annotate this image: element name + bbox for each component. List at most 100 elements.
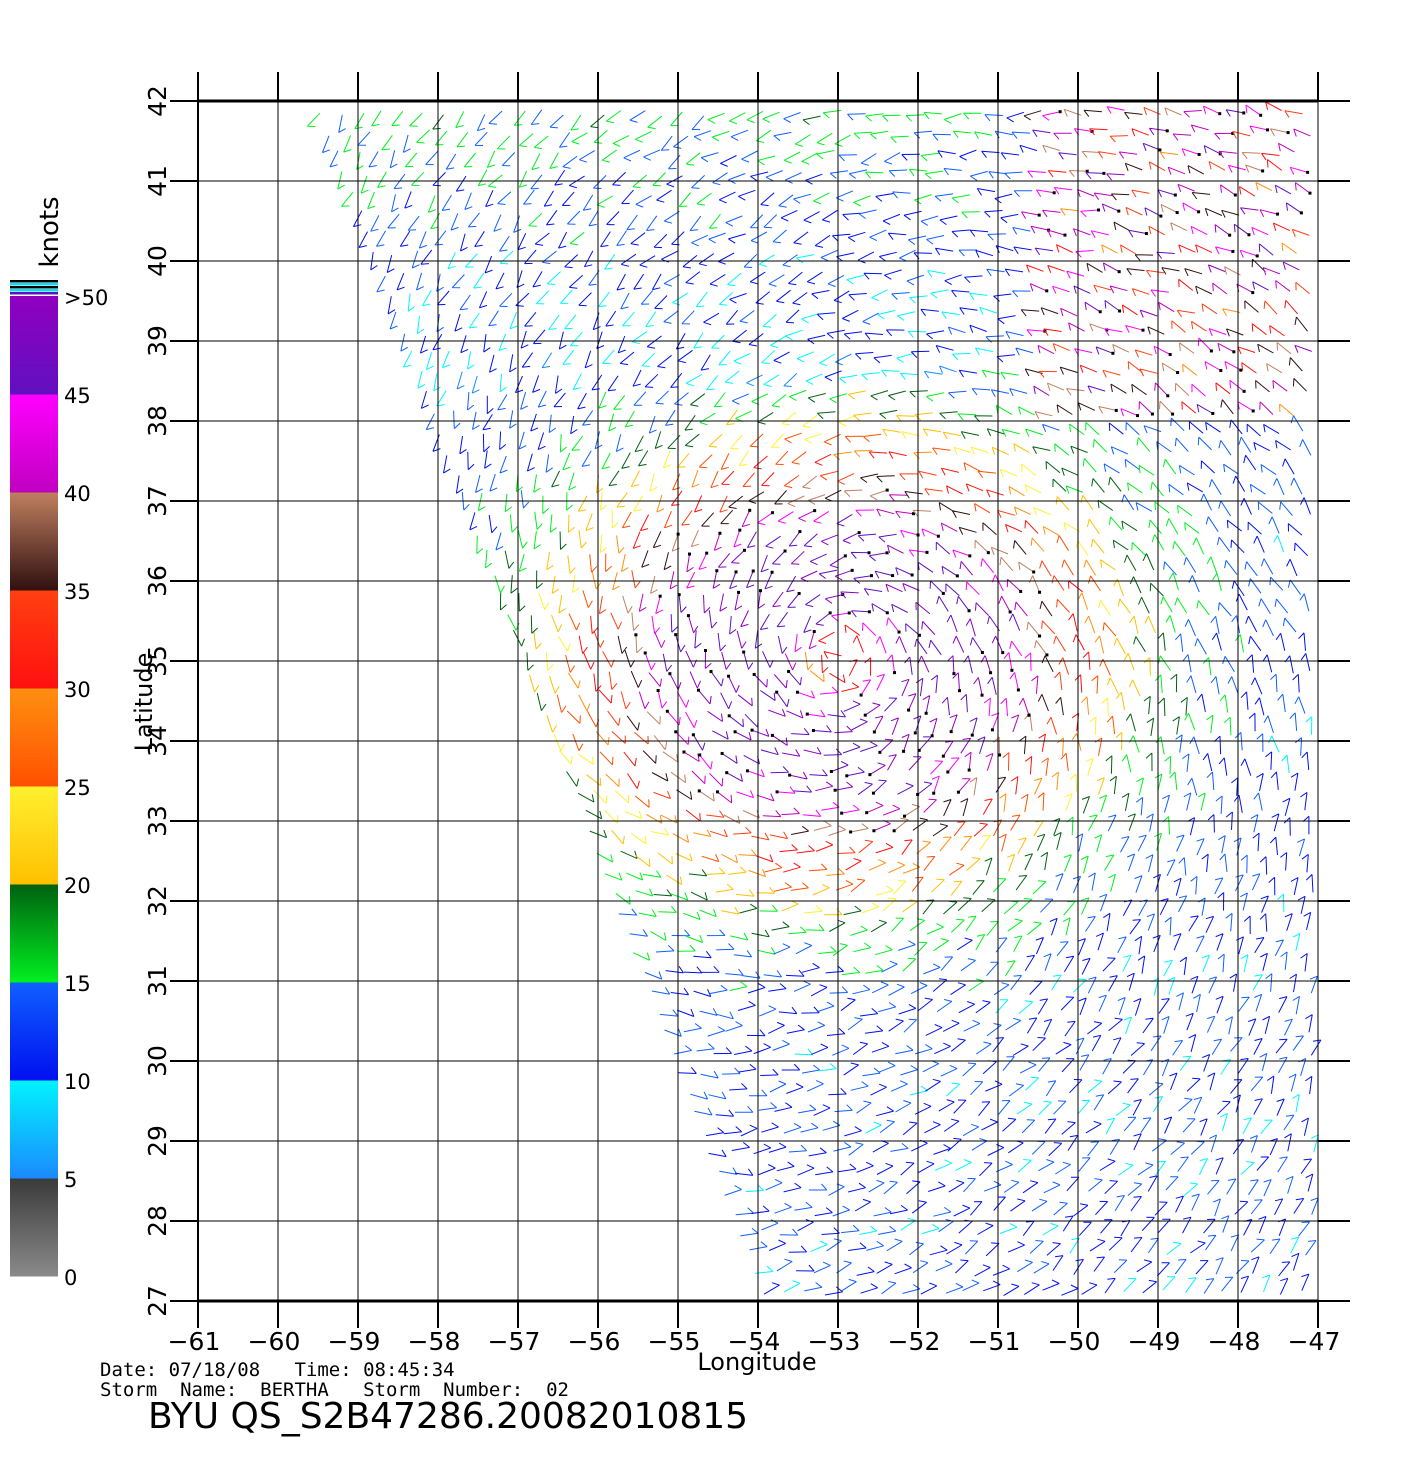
barb-dot xyxy=(955,574,959,578)
wind-barb xyxy=(863,588,883,596)
barb-dot xyxy=(1165,129,1169,133)
wind-barb xyxy=(1220,1112,1228,1131)
wind-barb xyxy=(900,372,919,380)
wind-barb xyxy=(1113,221,1131,232)
wind-barb xyxy=(862,1067,881,1077)
wind-barb xyxy=(1091,538,1105,554)
barb-dot xyxy=(734,570,738,574)
wind-barb xyxy=(528,212,543,227)
wind-barb xyxy=(1051,771,1059,791)
wind-barb xyxy=(973,677,983,696)
wind-barb xyxy=(906,274,925,286)
wind-barb xyxy=(1046,716,1058,735)
barb-dot xyxy=(797,592,801,596)
legend-band-0 xyxy=(10,1178,58,1277)
wind-barb xyxy=(946,485,963,495)
wind-barb xyxy=(360,176,369,194)
wind-barb xyxy=(467,351,475,370)
wind-barb xyxy=(1099,658,1111,676)
wind-barb xyxy=(888,1018,904,1032)
wind-barb xyxy=(1106,677,1119,695)
barb-dot xyxy=(682,750,686,754)
barb-dot xyxy=(878,750,882,754)
wind-barb xyxy=(1105,1117,1116,1135)
wind-barb xyxy=(718,292,734,306)
wind-barb xyxy=(1060,307,1078,317)
wind-barb xyxy=(1042,209,1061,218)
wind-barb xyxy=(1080,209,1099,218)
wind-barb xyxy=(939,411,958,420)
wind-barb xyxy=(948,862,965,876)
wind-barb xyxy=(969,717,978,736)
wind-barb xyxy=(911,1200,927,1214)
wind-barb xyxy=(1147,1175,1158,1192)
wind-barb xyxy=(1212,573,1222,592)
wind-barb xyxy=(1253,441,1271,452)
wind-barb xyxy=(1263,300,1278,315)
wind-barb xyxy=(796,845,815,854)
wind-barb xyxy=(703,312,720,326)
wind-barb xyxy=(784,653,797,671)
wind-barb xyxy=(1201,303,1218,315)
wind-barb xyxy=(762,810,782,818)
wind-barb xyxy=(484,255,493,274)
wind-barb xyxy=(951,510,971,518)
wind-barb xyxy=(1310,1197,1319,1215)
wind-barb xyxy=(1109,1138,1121,1155)
wind-barb xyxy=(1007,1241,1025,1253)
wind-barb xyxy=(655,944,675,953)
wind-barb xyxy=(1019,1061,1037,1074)
wind-barb xyxy=(882,213,901,225)
wind-barb xyxy=(1278,1218,1287,1236)
wind-barb xyxy=(860,153,877,166)
wind-barb xyxy=(1116,691,1126,711)
wind-barb xyxy=(806,271,823,285)
wind-barb xyxy=(909,1241,924,1256)
wind-barb xyxy=(1249,483,1266,495)
wind-barb xyxy=(781,1063,801,1071)
wind-barb xyxy=(577,392,587,410)
wind-barb xyxy=(606,110,622,124)
wind-barb xyxy=(958,778,971,793)
wind-barb xyxy=(1113,578,1124,597)
wind-barb xyxy=(728,675,740,693)
wind-barb xyxy=(590,114,605,129)
wind-barb xyxy=(703,594,711,614)
wind-barb xyxy=(1287,523,1303,536)
wind-barb xyxy=(518,553,527,572)
wind-barb xyxy=(1190,124,1209,133)
wind-barb xyxy=(610,612,622,630)
wind-barb xyxy=(1181,148,1200,157)
wind-barb xyxy=(756,793,775,802)
wind-barb xyxy=(1260,558,1274,575)
wind-barb xyxy=(719,495,728,513)
wind-barb xyxy=(1034,247,1054,256)
wind-barb xyxy=(764,862,783,873)
wind-barb xyxy=(1038,370,1057,378)
wind-barb xyxy=(1043,953,1052,971)
barb-dot xyxy=(775,790,779,794)
barb-dot xyxy=(1144,232,1148,236)
wind-barb xyxy=(644,373,659,388)
wind-barb xyxy=(624,649,636,668)
wind-barb xyxy=(826,868,845,876)
wind-barb xyxy=(889,1204,908,1215)
wind-barb xyxy=(558,231,568,249)
wind-barb xyxy=(868,859,886,871)
wind-barb xyxy=(850,551,870,559)
wind-barb xyxy=(908,235,927,245)
wind-barb xyxy=(773,351,790,364)
wind-barb xyxy=(782,254,798,268)
wind-barb xyxy=(1181,401,1197,414)
wind-barb xyxy=(621,189,634,205)
wind-barb xyxy=(633,273,645,290)
wind-barb xyxy=(1294,182,1311,194)
barb-dot xyxy=(1231,249,1235,253)
wind-barb xyxy=(611,731,626,744)
wind-barb xyxy=(898,940,916,951)
barb-dot xyxy=(1197,210,1201,214)
wind-barb xyxy=(541,352,553,369)
wind-barb xyxy=(810,984,828,997)
lon-tick-label: −49 xyxy=(1128,1327,1181,1356)
wind-barb xyxy=(874,570,893,579)
